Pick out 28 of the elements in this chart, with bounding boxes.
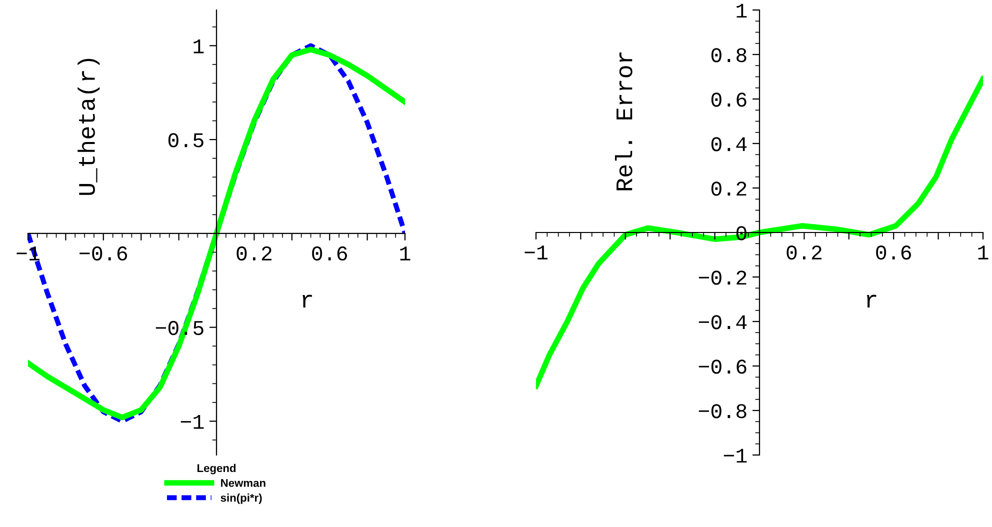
x-tick-label: 1 xyxy=(978,246,988,260)
y-tick-label: −0.8 xyxy=(698,404,746,418)
x-tick-label: 0.6 xyxy=(876,245,911,260)
x-tick-label: 1 xyxy=(400,246,410,260)
y-tick-label: 0.5 xyxy=(168,133,204,148)
y-tick-label: 0.4 xyxy=(711,137,747,152)
y-axis-title: Rel. Error xyxy=(615,52,632,190)
y-tick-label: 0.6 xyxy=(711,92,746,107)
legend-label: sin(pi*r) xyxy=(220,494,262,504)
y-tick-label: 0.8 xyxy=(711,48,746,62)
x-tick-label: 0.2 xyxy=(236,246,272,261)
x-tick-label: −1 xyxy=(524,246,548,260)
y-tick-label: −1 xyxy=(180,415,204,429)
x-axis-title: r xyxy=(302,294,312,308)
y-tick-label: −0.6 xyxy=(698,360,746,374)
x-tick-label: 0.6 xyxy=(312,246,347,261)
x-tick-label: 0.2 xyxy=(786,245,822,260)
y-tick-label: 1 xyxy=(736,4,747,18)
y-tick-label: 0.2 xyxy=(711,182,746,196)
y-tick-label: −0.2 xyxy=(698,270,746,285)
x-axis-title: r xyxy=(866,294,876,308)
y-tick-label: −1 xyxy=(724,448,747,463)
y-tick-label: −0.4 xyxy=(698,315,747,330)
x-tick-label: −0.6 xyxy=(80,246,128,261)
y-axis-title: U_theta(r) xyxy=(78,58,100,195)
legend-title: Legend xyxy=(197,464,236,474)
y-tick-label: 1 xyxy=(194,40,204,54)
legend-label: Newman xyxy=(221,479,266,487)
